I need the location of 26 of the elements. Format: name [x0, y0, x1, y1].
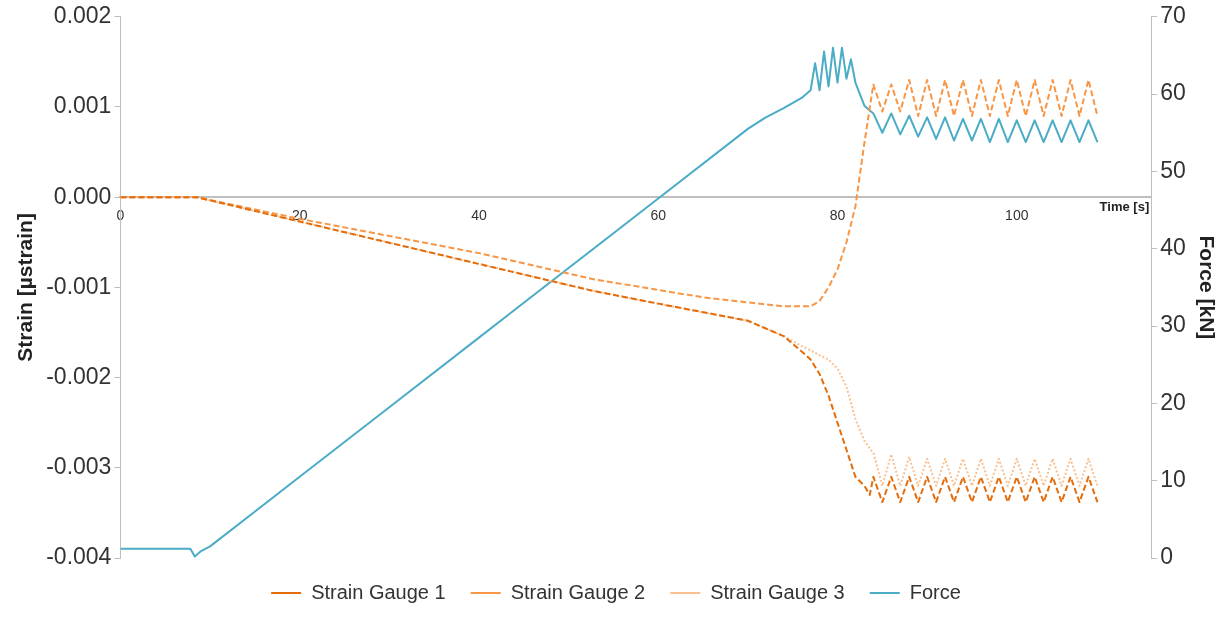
y-tick-label: -0.001	[46, 272, 112, 299]
legend-label: Strain Gauge 3	[710, 580, 845, 603]
x-axis-title: Time [s]	[1099, 199, 1150, 215]
legend-label: Force	[909, 580, 961, 603]
x-tick-label: 40	[471, 207, 487, 224]
y2-tick-label: 70	[1160, 2, 1186, 29]
y-tick-label: 0.001	[53, 92, 112, 119]
y2-tick-label: 0	[1160, 543, 1174, 570]
y-tick-label: -0.003	[46, 453, 112, 480]
legend-label: Strain Gauge 1	[311, 580, 446, 603]
x-tick-label: 80	[829, 207, 846, 224]
y2-tick-label: 30	[1160, 311, 1186, 338]
y2-tick-label: 50	[1160, 156, 1186, 183]
y-tick-label: 0.000	[53, 182, 112, 209]
y2-tick-label: 10	[1160, 466, 1186, 493]
legend-label: Strain Gauge 2	[510, 580, 646, 603]
y2-tick-label: 60	[1160, 79, 1186, 106]
y-tick-label: 0.002	[53, 2, 112, 29]
y-tick-label: -0.004	[46, 543, 112, 570]
y-tick-label: -0.002	[46, 362, 112, 389]
y2-axis-title: Force [kN]	[1195, 235, 1219, 340]
x-tick-label: 100	[1005, 207, 1029, 224]
y-axis-title: Strain [µstrain]	[13, 213, 37, 362]
x-tick-label: 60	[650, 207, 667, 224]
y2-tick-label: 20	[1160, 388, 1186, 415]
y2-tick-label: 40	[1160, 234, 1186, 261]
